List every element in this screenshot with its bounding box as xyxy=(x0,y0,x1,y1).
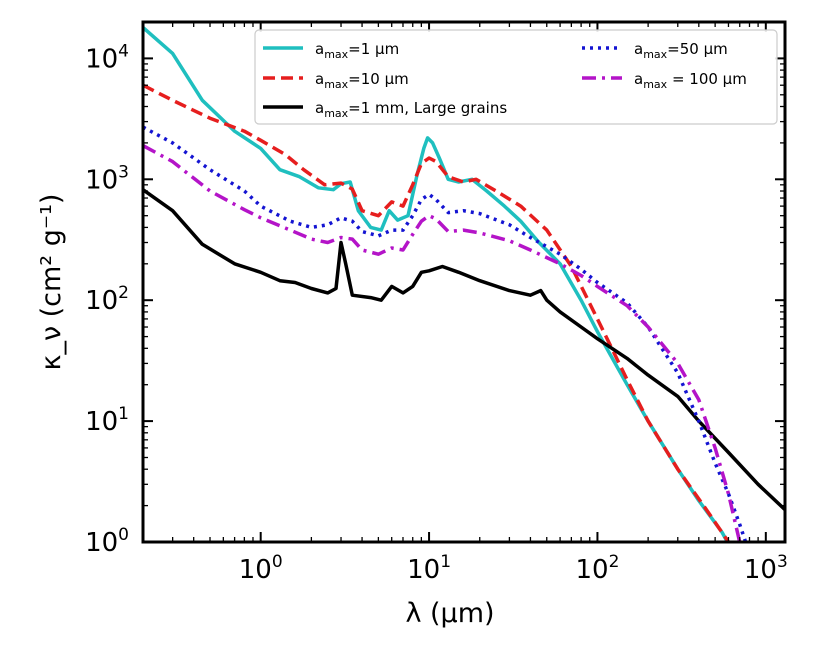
x-tick-label: 101 xyxy=(407,552,451,585)
x-tick-exponent: 2 xyxy=(609,552,620,572)
legend-label-sub: max xyxy=(324,48,348,61)
x-tick-exponent: 3 xyxy=(777,552,788,572)
y-tick-label: 102 xyxy=(85,283,129,316)
legend-label-base: a xyxy=(315,99,324,117)
y-tick-label: 104 xyxy=(85,41,129,74)
y-tick-exponent: 1 xyxy=(118,404,129,424)
y-tick-label: 101 xyxy=(85,404,129,437)
x-tick-exponent: 0 xyxy=(272,552,283,572)
x-axis-label-text: λ (μm) xyxy=(405,598,494,629)
legend-box xyxy=(254,29,778,125)
y-axis-label: κ_ν (cm² g⁻¹) xyxy=(36,194,67,371)
legend-label-base: a xyxy=(634,70,643,88)
x-tick-label: 103 xyxy=(744,552,788,585)
legend-label-3: amax=50 μm xyxy=(634,40,728,61)
legend-label-base: a xyxy=(634,40,643,58)
y-tick-exponent: 0 xyxy=(118,525,129,545)
y-tick-mantissa: 10 xyxy=(85,165,118,195)
series-line-2 xyxy=(143,188,785,511)
x-tick-mantissa: 10 xyxy=(744,555,777,585)
y-tick-label: 103 xyxy=(85,162,129,195)
y-tick-mantissa: 10 xyxy=(85,44,118,74)
y-tick-exponent: 4 xyxy=(118,41,129,61)
series-line-1 xyxy=(143,83,731,542)
legend-label-sub: max xyxy=(324,78,348,91)
legend-label-rest: =50 μm xyxy=(667,40,728,58)
legend-label-sub: max xyxy=(324,107,348,120)
legend-label-4: amax = 100 μm xyxy=(634,70,747,91)
y-tick-mantissa: 10 xyxy=(85,286,118,316)
legend-label-0: amax=1 μm xyxy=(315,40,399,61)
x-tick-mantissa: 10 xyxy=(407,555,440,585)
y-tick-mantissa: 10 xyxy=(85,528,118,558)
x-tick-label: 102 xyxy=(575,552,619,585)
y-tick-mantissa: 10 xyxy=(85,407,118,437)
y-axis-label-text: κ_ν (cm² g⁻¹) xyxy=(36,194,67,371)
x-tick-exponent: 1 xyxy=(440,552,451,572)
series-line-3 xyxy=(143,125,748,542)
legend-label-rest: = 100 μm xyxy=(667,70,747,88)
series-line-0 xyxy=(143,26,730,542)
y-tick-exponent: 3 xyxy=(118,162,129,182)
legend-label-sub: max xyxy=(643,48,667,61)
legend-label-base: a xyxy=(315,70,324,88)
legend-label-rest: =1 μm xyxy=(348,40,399,58)
y-tick-label: 100 xyxy=(85,525,129,558)
legend-label-base: a xyxy=(315,40,324,58)
x-tick-mantissa: 10 xyxy=(575,555,608,585)
legend-label-2: amax=1 mm, Large grains xyxy=(315,99,507,120)
legend-label-rest: =10 μm xyxy=(348,70,409,88)
plot-frame xyxy=(141,20,787,544)
x-tick-mantissa: 10 xyxy=(239,555,272,585)
x-axis-label: λ (μm) xyxy=(405,598,494,629)
legend-label-sub: max xyxy=(643,78,667,91)
y-tick-exponent: 2 xyxy=(118,283,129,303)
series-layer xyxy=(143,26,785,542)
x-tick-label: 100 xyxy=(239,552,283,585)
series-line-4 xyxy=(143,144,742,542)
legend-label-1: amax=10 μm xyxy=(315,70,409,91)
legend-label-rest: =1 mm, Large grains xyxy=(348,99,507,117)
